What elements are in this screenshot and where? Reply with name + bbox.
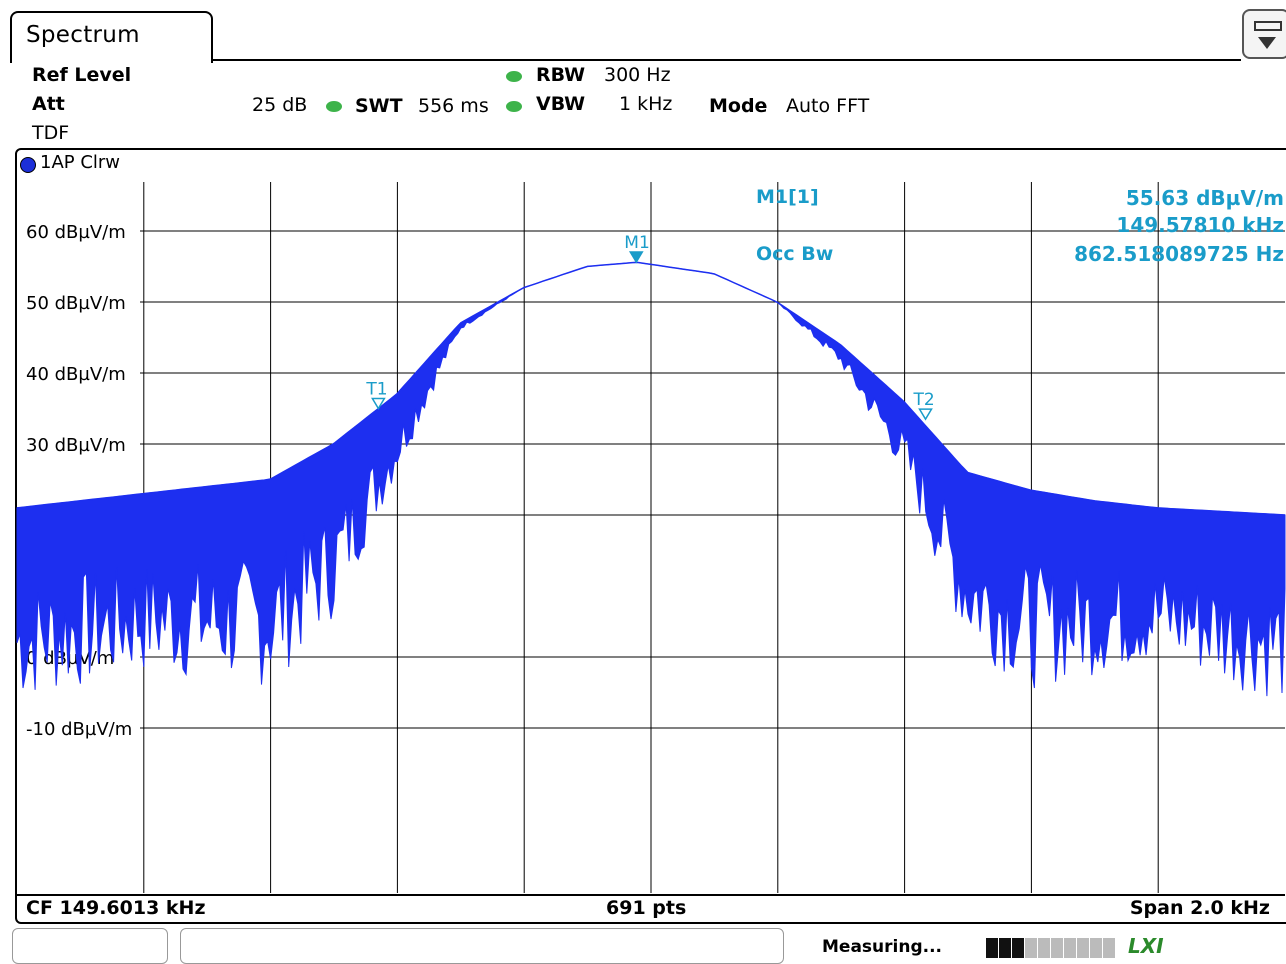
- swt-label: SWT: [355, 95, 403, 117]
- header-divider: [211, 59, 1241, 61]
- trace-header: 1AP Clrw: [40, 152, 121, 173]
- progress-segment: [1103, 938, 1115, 958]
- toolbar-icon: [1254, 21, 1282, 31]
- ref-level-label: Ref Level: [32, 64, 132, 86]
- progress-segment: [999, 938, 1011, 958]
- progress-segment: [1012, 938, 1024, 958]
- trace-line: [16, 261, 1286, 516]
- rbw-value: 300 Hz: [604, 64, 671, 86]
- y-tick-label: 30 dBµV/m: [26, 435, 126, 456]
- marker-label: T1: [365, 380, 387, 400]
- chevron-down-icon: [1258, 37, 1276, 49]
- span-value: Span 2.0 kHz: [1129, 897, 1270, 919]
- vbw-label: VBW: [536, 93, 586, 115]
- rbw-status-indicator: [506, 71, 522, 82]
- progress-segment: [1051, 938, 1063, 958]
- mode-value: Auto FFT: [786, 95, 870, 117]
- vbw-value: 1 kHz: [619, 93, 673, 115]
- att-label: Att: [32, 93, 65, 115]
- spectrum-tab[interactable]: [10, 11, 213, 63]
- m1-label: M1[1]: [756, 186, 819, 208]
- trace-indicator-icon: [20, 157, 36, 173]
- progress-segment: [1064, 938, 1076, 958]
- points-count: 691 pts: [606, 897, 687, 919]
- status-field-2: [180, 928, 784, 964]
- status-field-1: [12, 928, 168, 964]
- y-tick-label: 50 dBµV/m: [26, 293, 126, 314]
- tdf-label: TDF: [32, 122, 70, 144]
- m1-level: 55.63 dBµV/m: [1125, 186, 1284, 210]
- swt-status-indicator: [326, 101, 342, 112]
- lxi-logo: LXI: [1128, 934, 1164, 958]
- footer-divider: [17, 894, 1285, 896]
- measuring-status: Measuring...: [822, 937, 942, 957]
- att-value: 25 dB: [252, 94, 308, 116]
- chart-grid: [140, 182, 1285, 893]
- progress-segment: [1090, 938, 1102, 958]
- vbw-status-indicator: [506, 101, 522, 112]
- diagram-panel: [15, 148, 1286, 924]
- progress-segment: [1038, 938, 1050, 958]
- swt-value: 556 ms: [418, 95, 489, 117]
- m1-frequency: 149.57810 kHz: [1116, 213, 1284, 237]
- progress-segment: [1025, 938, 1037, 958]
- measurement-progress-bar: [986, 938, 1115, 958]
- y-tick-label: -10 dBµV/m: [26, 719, 132, 740]
- y-tick-label: 40 dBµV/m: [26, 364, 126, 385]
- y-tick-label: 60 dBµV/m: [26, 222, 126, 243]
- marker-label: T2: [913, 390, 935, 410]
- marker-t2-icon: [918, 408, 933, 421]
- marker-m1-icon: [628, 251, 644, 264]
- center-frequency: CF 149.6013 kHz: [26, 897, 206, 919]
- occ-bw-label: Occ Bw: [756, 243, 834, 265]
- rbw-label: RBW: [536, 64, 586, 86]
- display-config-button[interactable]: [1242, 9, 1286, 59]
- spectrum-tab-label: Spectrum: [26, 22, 140, 48]
- progress-segment: [1077, 938, 1089, 958]
- progress-segment: [986, 938, 998, 958]
- markers: M1 T1 T2: [365, 233, 935, 421]
- occ-bw-value: 862.518089725 Hz: [1074, 242, 1284, 266]
- marker-t1-icon: [371, 397, 386, 410]
- marker-label: M1: [624, 233, 649, 253]
- mode-label: Mode: [709, 95, 768, 117]
